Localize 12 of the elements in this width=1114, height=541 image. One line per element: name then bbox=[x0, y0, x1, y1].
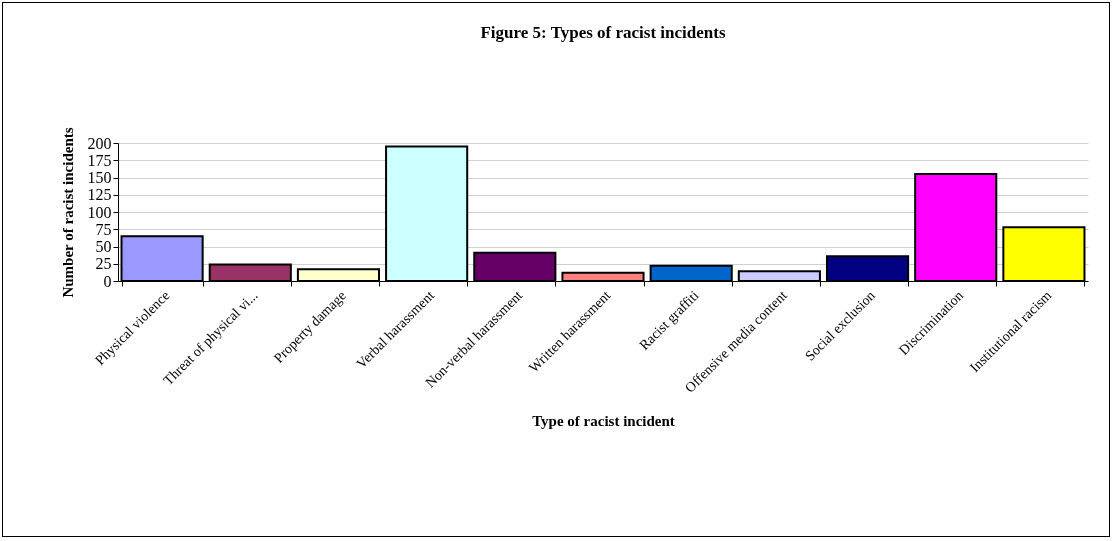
x-axis-title: Type of racist incident bbox=[532, 412, 675, 429]
y-tick-label: 25 bbox=[95, 255, 112, 273]
y-axis-title: Number of racist incidents bbox=[59, 127, 76, 298]
y-tick-label: 175 bbox=[87, 151, 112, 169]
chart-title: Figure 5: Types of racist incidents bbox=[480, 22, 726, 42]
y-tick-label: 200 bbox=[87, 134, 112, 152]
y-tick-label: 0 bbox=[103, 272, 112, 290]
y-tick-label: 150 bbox=[87, 169, 112, 186]
y-tick-label: 75 bbox=[95, 220, 112, 238]
y-tick-label: 50 bbox=[95, 238, 112, 255]
y-tick-label: 100 bbox=[87, 203, 112, 221]
y-tick-label: 125 bbox=[87, 186, 112, 204]
